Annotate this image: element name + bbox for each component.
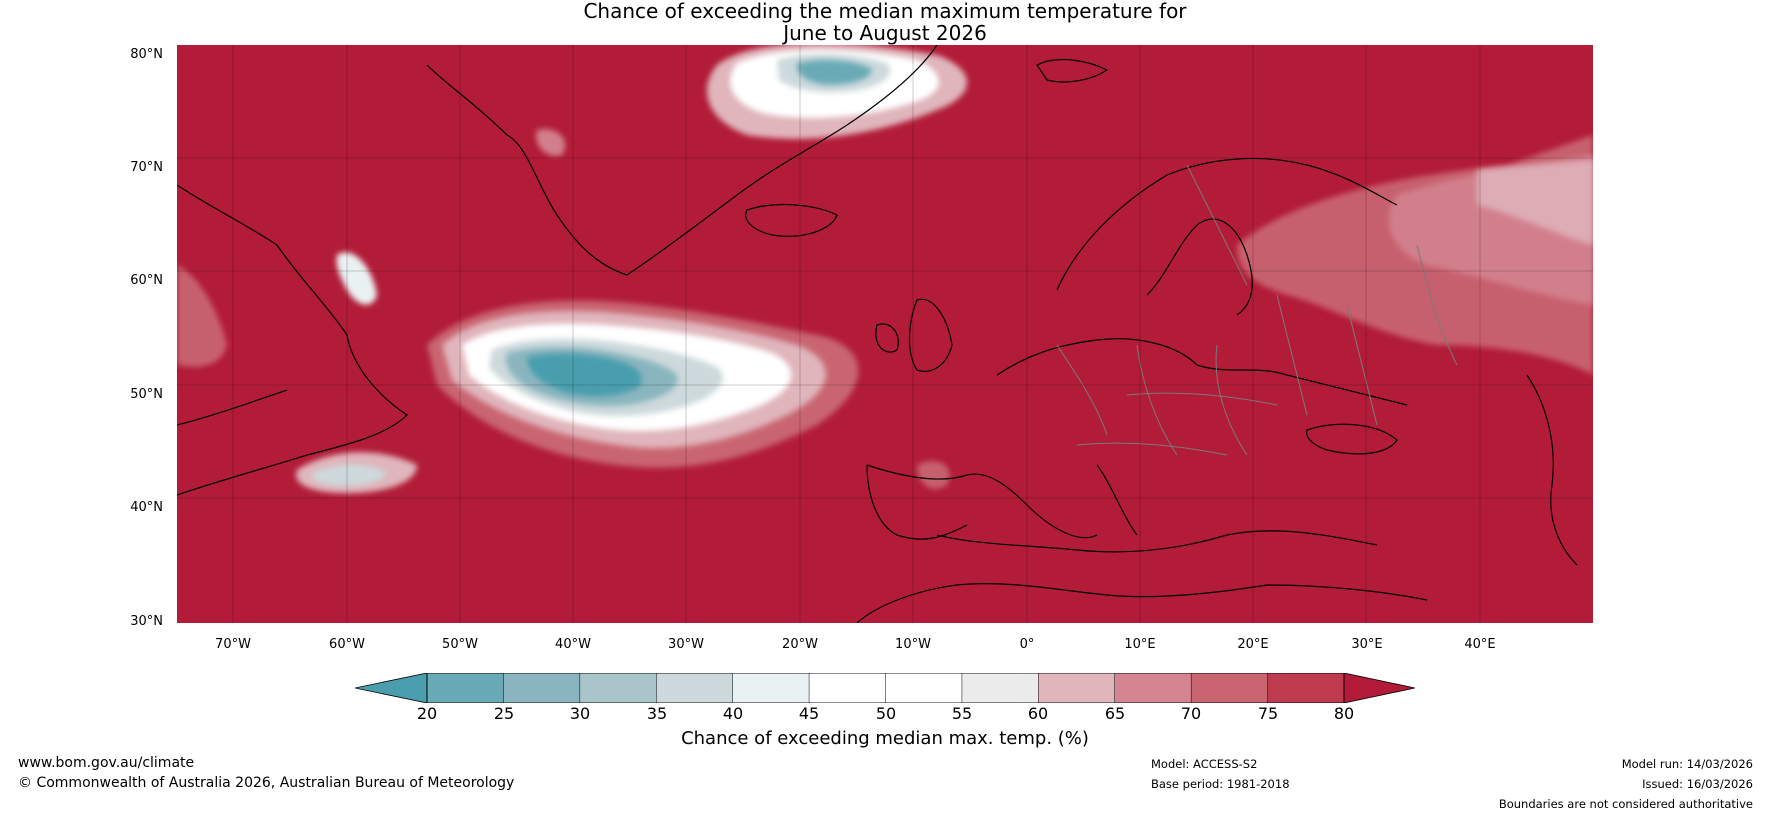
colorbar-block [808,673,887,703]
colorbar-tick-20: 20 [416,704,438,723]
footer-base-period: Base period: 1981-2018 [1151,777,1290,791]
colorbar-tick-60: 60 [1027,704,1049,723]
colorbar-block [732,673,810,703]
colorbar-tick-50: 50 [875,704,897,723]
colorbar-tick-75: 75 [1257,704,1279,723]
graticule [177,45,1593,623]
colorbar-low-extension [355,673,427,703]
colorbar-tick-70: 70 [1180,704,1202,723]
colorbar-block [579,673,657,703]
colorbar [355,673,1415,703]
coastlines [177,45,1578,623]
lat-label-30n: 30°N [130,614,163,629]
country-borders [1056,164,1458,456]
ocean-background [177,45,1593,623]
lon-label-30w: 30°W [668,637,704,652]
colorbar-tick-40: 40 [722,704,744,723]
forecast-map[interactable] [177,45,1593,623]
lon-label-30e: 30°E [1351,637,1383,652]
colorbar-block [1114,673,1192,703]
colorbar-tick-25: 25 [493,704,515,723]
lon-label-0: 0° [1019,637,1035,652]
colorbar-block [1038,673,1116,703]
cool-anomaly-small-patches [296,252,417,494]
map-title-line-2: June to August 2026 [783,21,987,45]
lon-label-70w: 70°W [215,637,251,652]
lon-label-40e: 40°E [1464,637,1496,652]
lon-label-60w: 60°W [329,637,365,652]
colorbar-tick-30: 30 [569,704,591,723]
lon-label-40w: 40°W [555,637,591,652]
lat-label-80n: 80°N [130,47,163,62]
cool-anomaly-svalbard [707,45,967,139]
lat-label-50n: 50°N [130,387,163,402]
colorbar-block [503,673,581,703]
lon-label-10w: 10°W [895,637,931,652]
colorbar-block [1190,673,1269,703]
colorbar-tick-55: 55 [951,704,973,723]
lon-label-20e: 20°E [1237,637,1269,652]
colorbar-block [961,673,1040,703]
lon-label-50w: 50°W [442,637,478,652]
colorbar-tick-65: 65 [1104,704,1126,723]
colorbar-block [1267,673,1345,703]
colorbar-tick-35: 35 [646,704,668,723]
colorbar-label: Chance of exceeding median max. temp. (%… [681,728,1089,749]
warm-anomaly-light-regions [177,129,1593,489]
footer-website[interactable]: www.bom.gov.au/climate [18,755,195,771]
footer-model: Model: ACCESS-S2 [1151,757,1258,771]
colorbar-block [885,673,963,703]
colorbar-tick-45: 45 [798,704,820,723]
footer-disclaimer: Boundaries are not considered authoritat… [1498,797,1753,811]
colorbar-block [656,673,734,703]
lat-label-70n: 70°N [130,160,163,175]
colorbar-block [426,673,505,703]
footer-copyright: © Commonwealth of Australia 2026, Austra… [18,775,515,791]
colorbar-tick-80: 80 [1333,704,1355,723]
footer-issued: Issued: 16/03/2026 [1642,777,1753,791]
lat-label-60n: 60°N [130,273,163,288]
colorbar-high-extension [1344,673,1415,703]
lon-label-10e: 10°E [1124,637,1156,652]
footer-model-run: Model run: 14/03/2026 [1621,757,1753,771]
map-title-line-1: Chance of exceeding the median maximum t… [583,0,1187,23]
lon-label-20w: 20°W [782,637,818,652]
map-canvas [177,45,1593,623]
lat-label-40n: 40°N [130,500,163,515]
cool-anomaly-atlantic [427,300,859,468]
